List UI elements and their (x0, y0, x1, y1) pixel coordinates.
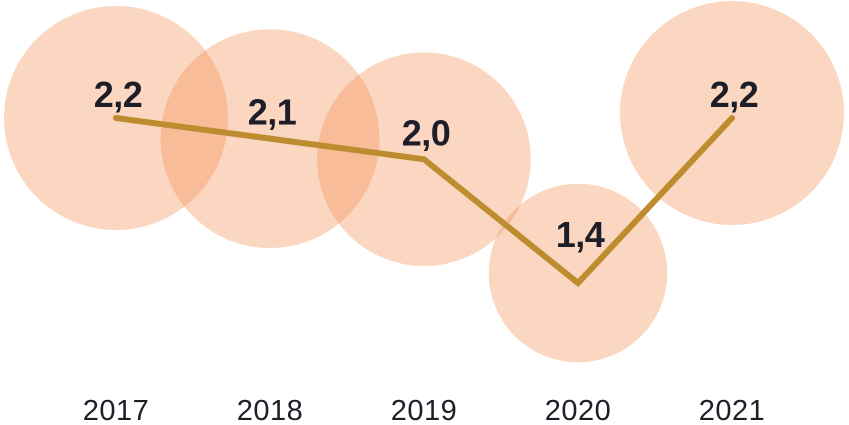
value-label-2017: 2,2 (94, 74, 143, 115)
value-label-2021: 2,2 (710, 74, 759, 115)
year-label-group: 2017 2018 2019 2020 2021 (83, 395, 766, 425)
bubble-2020 (488, 183, 668, 363)
year-label-2021: 2021 (699, 395, 766, 425)
trend-line (113, 115, 735, 288)
value-label-group: 2,2 2,1 2,0 1,4 2,2 (94, 74, 759, 255)
bubble-group (4, 1, 844, 363)
line-group (113, 115, 735, 288)
year-label-2017: 2017 (83, 395, 150, 425)
year-label-2019: 2019 (391, 395, 458, 425)
value-label-2019: 2,0 (402, 112, 451, 153)
year-label-2018: 2018 (237, 395, 304, 425)
bubble-2021 (620, 1, 844, 225)
value-label-2018: 2,1 (248, 92, 297, 133)
year-label-2020: 2020 (545, 395, 612, 425)
value-label-2020: 1,4 (556, 214, 605, 255)
